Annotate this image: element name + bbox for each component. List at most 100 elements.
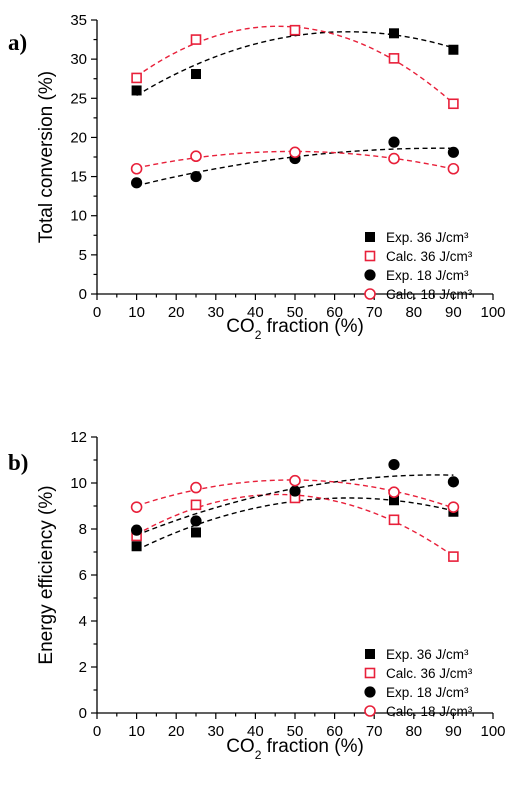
y-tick-label: 2 (79, 659, 87, 676)
x-tick-label: 90 (445, 723, 462, 740)
data-point-calc-18-j-cm (190, 481, 202, 494)
data-point-calc-18-j-cm (289, 474, 301, 487)
data-point-exp-36-j-cm (191, 527, 201, 538)
x-tick-label: 0 (93, 723, 101, 740)
legend-marker-calc-18-j-cm (364, 288, 376, 300)
panel-label: a) (8, 30, 27, 55)
data-point-exp-18-j-cm (131, 524, 143, 536)
x-axis-title: CO2 fraction (%) (226, 736, 364, 762)
panel-b: b) 0 10 20 30 40 50 60 70 80 90 100 0 2 4 6 8 10 12 CO2 fra… (8, 429, 506, 762)
data-point-calc-36-j-cm (448, 98, 459, 110)
data-point-calc-18-j-cm (388, 486, 400, 499)
y-tick-label: 8 (79, 521, 87, 538)
x-tick-label: 90 (445, 304, 462, 321)
data-point-calc-36-j-cm (388, 514, 400, 526)
data-point-exp-18-j-cm (190, 170, 202, 183)
y-tick-label: 0 (79, 705, 87, 722)
legend-label-calc-36-j-cm: Calc. 36 J/cm³ (386, 249, 473, 264)
panel-a: a) 0 10 20 30 40 50 60 70 80 90 100 0 5 10 15 20 25 30 35 CO… (8, 12, 506, 342)
x-tick-label: 100 (480, 304, 505, 321)
y-tick-label: 6 (79, 567, 87, 584)
legend-marker-calc-18-j-cm (364, 705, 376, 717)
data-point-exp-36-j-cm (389, 495, 399, 506)
data-point-calc-18-j-cm (388, 152, 400, 165)
data-point-exp-36-j-cm (131, 85, 142, 96)
x-tick-label: 80 (405, 304, 422, 321)
legend-label-exp-18-j-cm: Exp. 18 J/cm³ (386, 268, 469, 283)
x-tick-label: 80 (405, 723, 422, 740)
data-point-exp-18-j-cm (388, 136, 400, 148)
x-tick-label: 40 (247, 723, 264, 740)
legend-marker-calc-36-j-cm (364, 667, 376, 679)
legend-label-calc-36-j-cm: Calc. 36 J/cm³ (386, 666, 473, 681)
trend-curve-calc-18-j-cm (136, 150, 454, 170)
data-point-exp-18-j-cm (289, 485, 301, 497)
legend-label-calc-18-j-cm: Calc. 18 J/cm³ (386, 704, 473, 719)
data-point-exp-18-j-cm (447, 146, 459, 158)
x-axis-title: CO2 fraction (%) (226, 316, 364, 342)
y-tick-label: 30 (70, 51, 87, 68)
x-tick-label: 10 (128, 304, 145, 321)
legend-marker-exp-36-j-cm (365, 232, 375, 242)
panel-label: b) (8, 450, 28, 475)
legend-label-calc-18-j-cm: Calc. 18 J/cm³ (386, 287, 473, 302)
data-point-calc-36-j-cm (131, 72, 142, 84)
data-point-exp-18-j-cm (388, 459, 400, 471)
x-tick-label: 20 (168, 723, 185, 740)
data-point-calc-36-j-cm (448, 551, 459, 562)
legend-label-exp-36-j-cm: Exp. 36 J/cm³ (386, 647, 469, 662)
data-point-calc-36-j-cm (190, 34, 202, 45)
data-point-calc-18-j-cm (447, 162, 460, 175)
data-point-calc-18-j-cm (130, 162, 143, 175)
y-tick-label: 15 (70, 169, 87, 186)
legend-marker-calc-36-j-cm (364, 250, 376, 262)
data-point-calc-36-j-cm (190, 499, 202, 511)
data-point-exp-18-j-cm (190, 515, 202, 527)
legend-marker-exp-18-j-cm (364, 269, 376, 281)
trend-curve-calc-18-j-cm (136, 479, 454, 509)
x-tick-label: 0 (93, 304, 101, 321)
y-tick-label: 35 (70, 12, 87, 29)
y-tick-label: 5 (79, 247, 87, 264)
data-point-exp-36-j-cm (389, 28, 399, 39)
data-point-exp-18-j-cm (131, 177, 143, 189)
x-tick-label: 60 (326, 723, 343, 740)
x-tick-label: 70 (366, 304, 383, 321)
trend-curve-calc-36-j-cm (136, 25, 454, 104)
x-tick-label: 60 (326, 304, 343, 321)
data-point-calc-18-j-cm (190, 150, 202, 163)
data-point-exp-18-j-cm (447, 476, 459, 488)
data-point-exp-36-j-cm (191, 69, 201, 80)
legend-label-exp-36-j-cm: Exp. 36 J/cm³ (386, 230, 469, 245)
data-point-exp-36-j-cm (448, 44, 459, 55)
x-tick-label: 100 (480, 723, 505, 740)
data-point-calc-18-j-cm (130, 501, 143, 513)
trend-curve-exp-36-j-cm (136, 497, 454, 551)
trend-curve-exp-36-j-cm (136, 31, 454, 97)
x-tick-label: 50 (287, 723, 304, 740)
y-tick-label: 10 (70, 475, 87, 492)
y-tick-label: 25 (70, 90, 87, 107)
x-tick-label: 70 (366, 723, 383, 740)
x-tick-label: 30 (207, 304, 224, 321)
legend-marker-exp-18-j-cm (364, 686, 376, 698)
data-point-calc-36-j-cm (388, 53, 400, 64)
data-point-calc-18-j-cm (447, 501, 460, 513)
trend-curve-calc-36-j-cm (136, 493, 454, 557)
x-tick-label: 40 (247, 304, 264, 321)
legend-marker-exp-36-j-cm (365, 649, 375, 659)
x-tick-label: 10 (128, 723, 145, 740)
x-tick-label: 30 (207, 723, 224, 740)
y-tick-label: 12 (70, 429, 87, 446)
trend-curve-exp-18-j-cm (136, 147, 454, 187)
y-tick-label: 4 (79, 613, 87, 630)
y-tick-label: 20 (70, 129, 87, 146)
legend-label-exp-18-j-cm: Exp. 18 J/cm³ (386, 685, 469, 700)
x-tick-label: 20 (168, 304, 185, 321)
y-tick-label: 0 (79, 286, 87, 303)
data-point-exp-36-j-cm (131, 541, 142, 552)
y-tick-label: 10 (70, 208, 87, 225)
y-axis-title: Energy efficiency (%) (36, 485, 57, 664)
y-axis-title: Total conversion (%) (36, 71, 57, 243)
